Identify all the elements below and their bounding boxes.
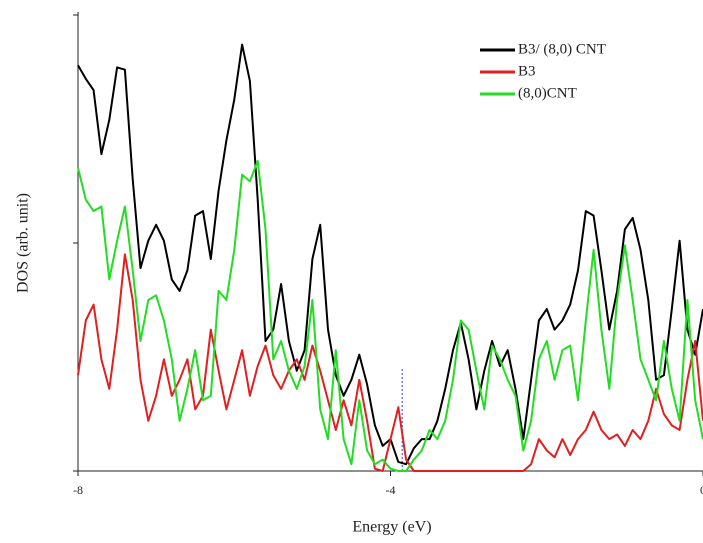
legend-label: B3/ (8,0) CNT: [518, 41, 606, 57]
x-tick-label: -8: [73, 483, 83, 497]
legend-label: (8,0)CNT: [518, 85, 577, 101]
y-axis-label: DOS (arb. unit): [15, 193, 32, 293]
legend-label: B3: [518, 63, 536, 79]
series-line: [77, 159, 703, 472]
x-tick-label: -4: [386, 483, 396, 497]
x-axis-label: Energy (eV): [352, 519, 431, 536]
series-line: [77, 43, 703, 466]
x-tick-label: 0: [700, 483, 703, 497]
series-line: [77, 253, 703, 472]
